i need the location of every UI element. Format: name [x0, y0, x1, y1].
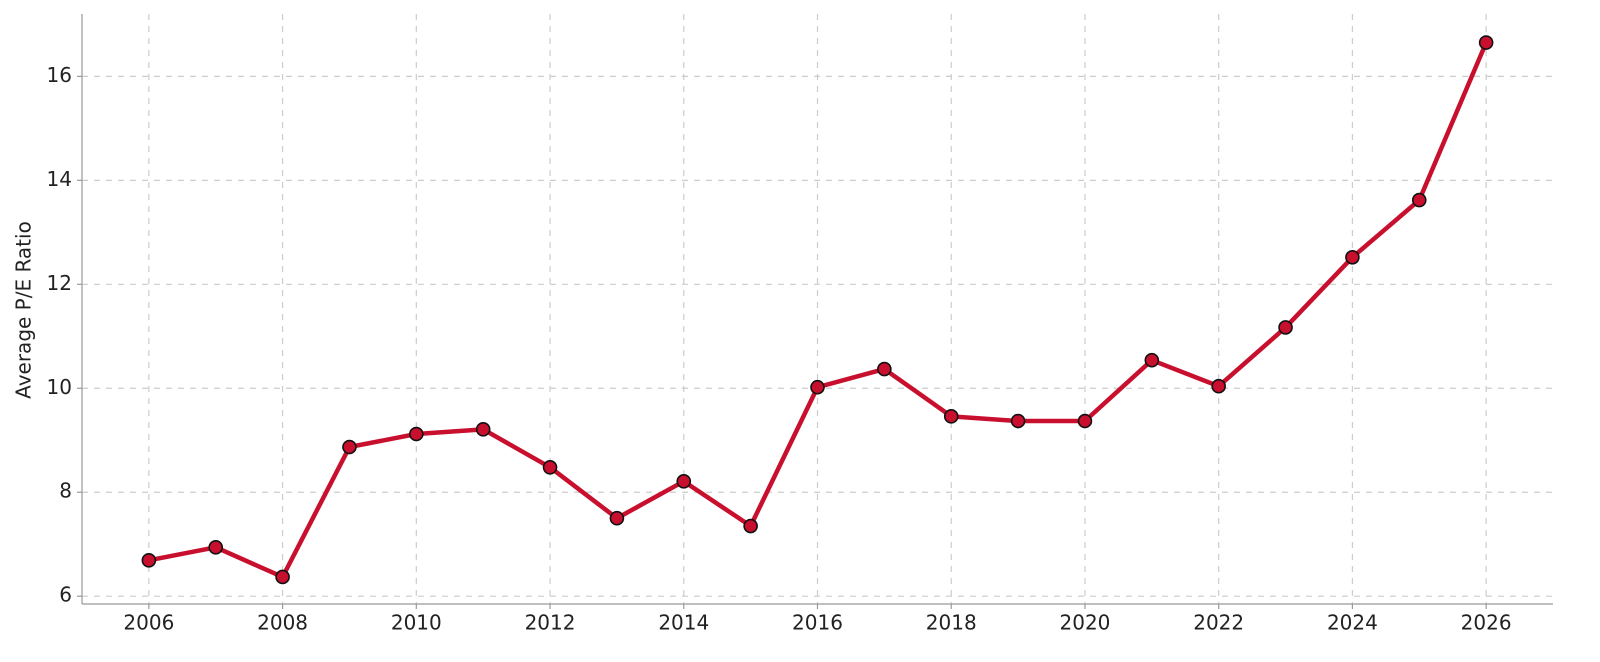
point [1144, 352, 1160, 368]
point [1345, 249, 1360, 265]
x-tick-label: 2026 [1461, 611, 1512, 635]
point [1077, 413, 1093, 429]
point [609, 510, 625, 526]
x-tick-label: 2012 [525, 611, 576, 635]
point [542, 459, 558, 475]
y-tick-label: 10 [47, 375, 72, 399]
y-tick-label: 14 [47, 167, 72, 191]
x-tick-label: 2022 [1193, 611, 1244, 635]
x-tick-label: 2006 [123, 611, 174, 635]
point [743, 518, 758, 534]
point [676, 474, 692, 489]
point [208, 540, 224, 555]
point [475, 422, 491, 437]
x-tick-label: 2014 [658, 611, 709, 635]
x-tick-label: 2010 [391, 611, 442, 635]
point [1478, 35, 1494, 50]
point [1411, 192, 1427, 208]
point [1010, 413, 1026, 429]
x-tick-label: 2024 [1327, 611, 1378, 635]
point [342, 439, 357, 455]
x-tick-label: 2020 [1060, 611, 1111, 635]
y-tick-label: 8 [59, 479, 72, 503]
x-tick-label: 2008 [257, 611, 308, 635]
point [409, 426, 424, 442]
x-tick-label: 2018 [926, 611, 977, 635]
y-tick-label: 12 [47, 271, 72, 295]
y-axis-label: Average P/E Ratio [12, 221, 36, 399]
point [1278, 320, 1293, 335]
x-tick-label: 2016 [792, 611, 843, 635]
point [1211, 378, 1226, 394]
y-tick-label: 16 [47, 63, 72, 87]
y-tick-label: 6 [59, 583, 72, 607]
point [943, 409, 959, 424]
point [810, 379, 825, 395]
point [877, 361, 892, 377]
point [141, 553, 157, 568]
point [275, 569, 290, 585]
